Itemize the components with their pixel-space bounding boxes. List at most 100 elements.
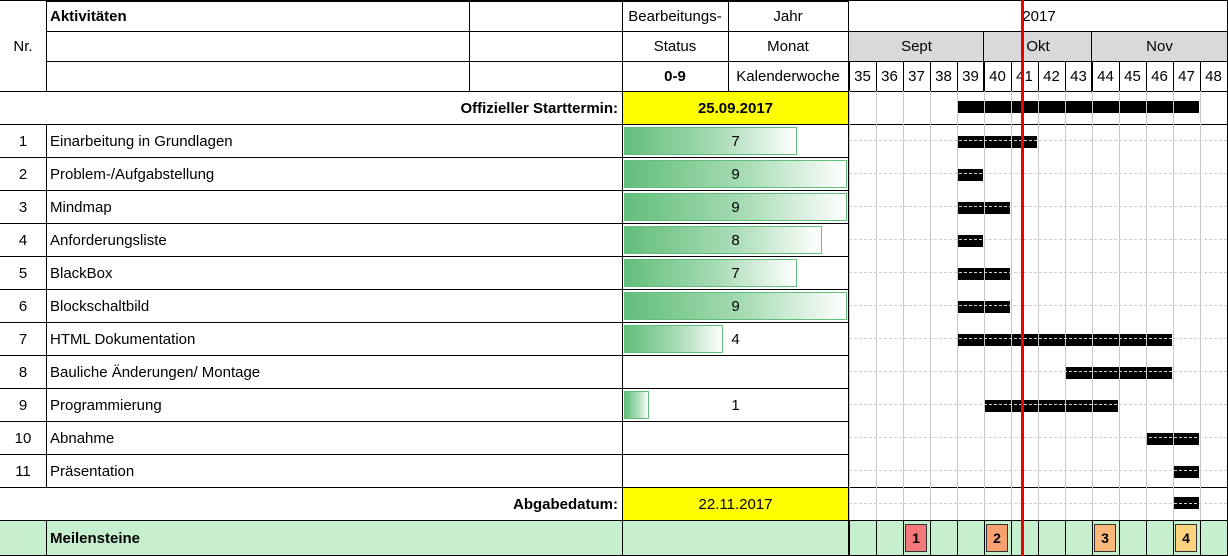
milestone-label: Meilensteine <box>50 529 141 547</box>
week-divider <box>1038 61 1039 91</box>
activity-name[interactable]: Einarbeitung in Grundlagen <box>50 133 233 150</box>
activity-nr: 1 <box>18 133 28 150</box>
week-divider <box>1119 61 1120 91</box>
month-sept: Sept <box>849 32 984 61</box>
gantt-gridline <box>1119 91 1120 521</box>
status-value: 9 <box>731 166 740 183</box>
gantt-bar <box>958 136 1037 148</box>
status-value: 7 <box>731 133 740 150</box>
gantt-gridline <box>876 91 877 521</box>
grid-hline <box>0 454 848 455</box>
grid-vline <box>728 0 729 91</box>
milestone-divider <box>1200 520 1201 556</box>
grid-vline <box>1091 31 1092 91</box>
gantt-gridline <box>984 91 985 521</box>
activity-name[interactable]: BlackBox <box>50 265 113 282</box>
activity-name[interactable]: Mindmap <box>50 199 112 216</box>
activity-nr: 4 <box>18 232 28 249</box>
milestone-divider <box>984 520 985 556</box>
gantt-row-dash <box>849 173 1227 174</box>
grid-vline <box>46 124 47 487</box>
grid-hline <box>0 223 848 224</box>
activity-nr: 5 <box>18 265 28 282</box>
milestone-divider <box>1065 520 1066 556</box>
milestone-1[interactable]: 1 <box>905 524 927 552</box>
week-divider <box>957 61 958 91</box>
activity-nr: 7 <box>18 331 28 348</box>
week-divider <box>930 61 931 91</box>
activity-nr: 9 <box>18 397 28 414</box>
status-databar <box>624 292 847 320</box>
week-47: 47 <box>1178 68 1195 85</box>
gantt-bar <box>1174 466 1199 478</box>
week-35: 35 <box>854 68 871 85</box>
activity-nr: 11 <box>15 463 31 480</box>
gantt-gridline <box>1146 91 1147 521</box>
grid-vline <box>983 31 984 91</box>
start-date[interactable]: 25.09.2017 <box>623 92 848 124</box>
month-okt: Okt <box>984 32 1092 61</box>
deadline-date[interactable]: 22.11.2017 <box>623 488 848 520</box>
grid-vline <box>622 0 623 124</box>
activity-name[interactable]: Blockschaltbild <box>50 298 150 315</box>
header-status-line1: Bearbeitungs- <box>628 7 722 25</box>
week-divider <box>1173 61 1174 91</box>
milestone-divider <box>903 520 904 556</box>
milestone-3[interactable]: 3 <box>1094 524 1116 552</box>
status-databar <box>624 259 797 287</box>
activity-name[interactable]: Abnahme <box>50 430 115 447</box>
status-databar <box>624 226 822 254</box>
activity-nr: 8 <box>18 364 28 381</box>
activity-name[interactable]: Problem-/Aufgabstellung <box>50 166 215 183</box>
gantt-row-dash <box>849 437 1227 438</box>
activity-nr: 6 <box>18 298 28 315</box>
milestone-2[interactable]: 2 <box>986 524 1008 552</box>
gantt-bar <box>958 169 983 181</box>
week-divider <box>876 61 877 91</box>
activity-name[interactable]: Präsentation <box>50 463 135 480</box>
milestone-divider <box>957 520 958 556</box>
week-divider <box>1011 61 1012 91</box>
gantt-gridline <box>930 91 931 521</box>
activity-name[interactable]: HTML Dokumentation <box>50 331 196 348</box>
week-48: 48 <box>1205 68 1222 85</box>
grid-hline <box>0 91 1228 92</box>
week-44: 44 <box>1097 68 1114 85</box>
today-line <box>1021 0 1024 556</box>
grid-hline <box>849 31 1228 32</box>
gantt-row-dash <box>849 338 1227 339</box>
header-monat: Monat <box>767 37 809 55</box>
header-jahr: Jahr <box>773 7 803 25</box>
gantt-bar-total <box>958 101 1199 113</box>
milestone-divider <box>1038 520 1039 556</box>
milestone-divider <box>876 520 877 556</box>
week-37: 37 <box>908 68 925 85</box>
grid-hline <box>46 1 848 2</box>
gantt-bar <box>985 400 1118 412</box>
grid-hline <box>0 289 848 290</box>
grid-hline <box>0 124 1228 125</box>
milestone-divider <box>1146 520 1147 556</box>
activity-name[interactable]: Anforderungsliste <box>50 232 167 249</box>
grid-hline <box>0 487 848 488</box>
start-label: Offizieller Starttermin: <box>460 99 618 117</box>
activity-name[interactable]: Bauliche Änderungen/ Montage <box>50 364 261 381</box>
grid-hline <box>0 0 1228 1</box>
activity-name[interactable]: Programmierung <box>50 397 162 414</box>
header-status-line2: Status <box>653 37 697 55</box>
milestone-4[interactable]: 4 <box>1175 524 1197 552</box>
week-divider <box>849 61 850 91</box>
month-nov: Nov <box>1092 32 1227 61</box>
week-divider <box>1200 61 1201 91</box>
week-42: 42 <box>1043 68 1060 85</box>
week-divider <box>1092 61 1093 91</box>
week-38: 38 <box>935 68 952 85</box>
grid-vline <box>46 0 47 91</box>
week-40: 40 <box>989 68 1006 85</box>
activity-nr: 3 <box>18 199 28 216</box>
gantt-gridline <box>1200 91 1201 521</box>
grid-hline <box>0 322 848 323</box>
grid-hline <box>0 421 848 422</box>
status-databar <box>624 391 649 419</box>
header-kalenderwoche: Kalenderwoche <box>736 67 840 85</box>
